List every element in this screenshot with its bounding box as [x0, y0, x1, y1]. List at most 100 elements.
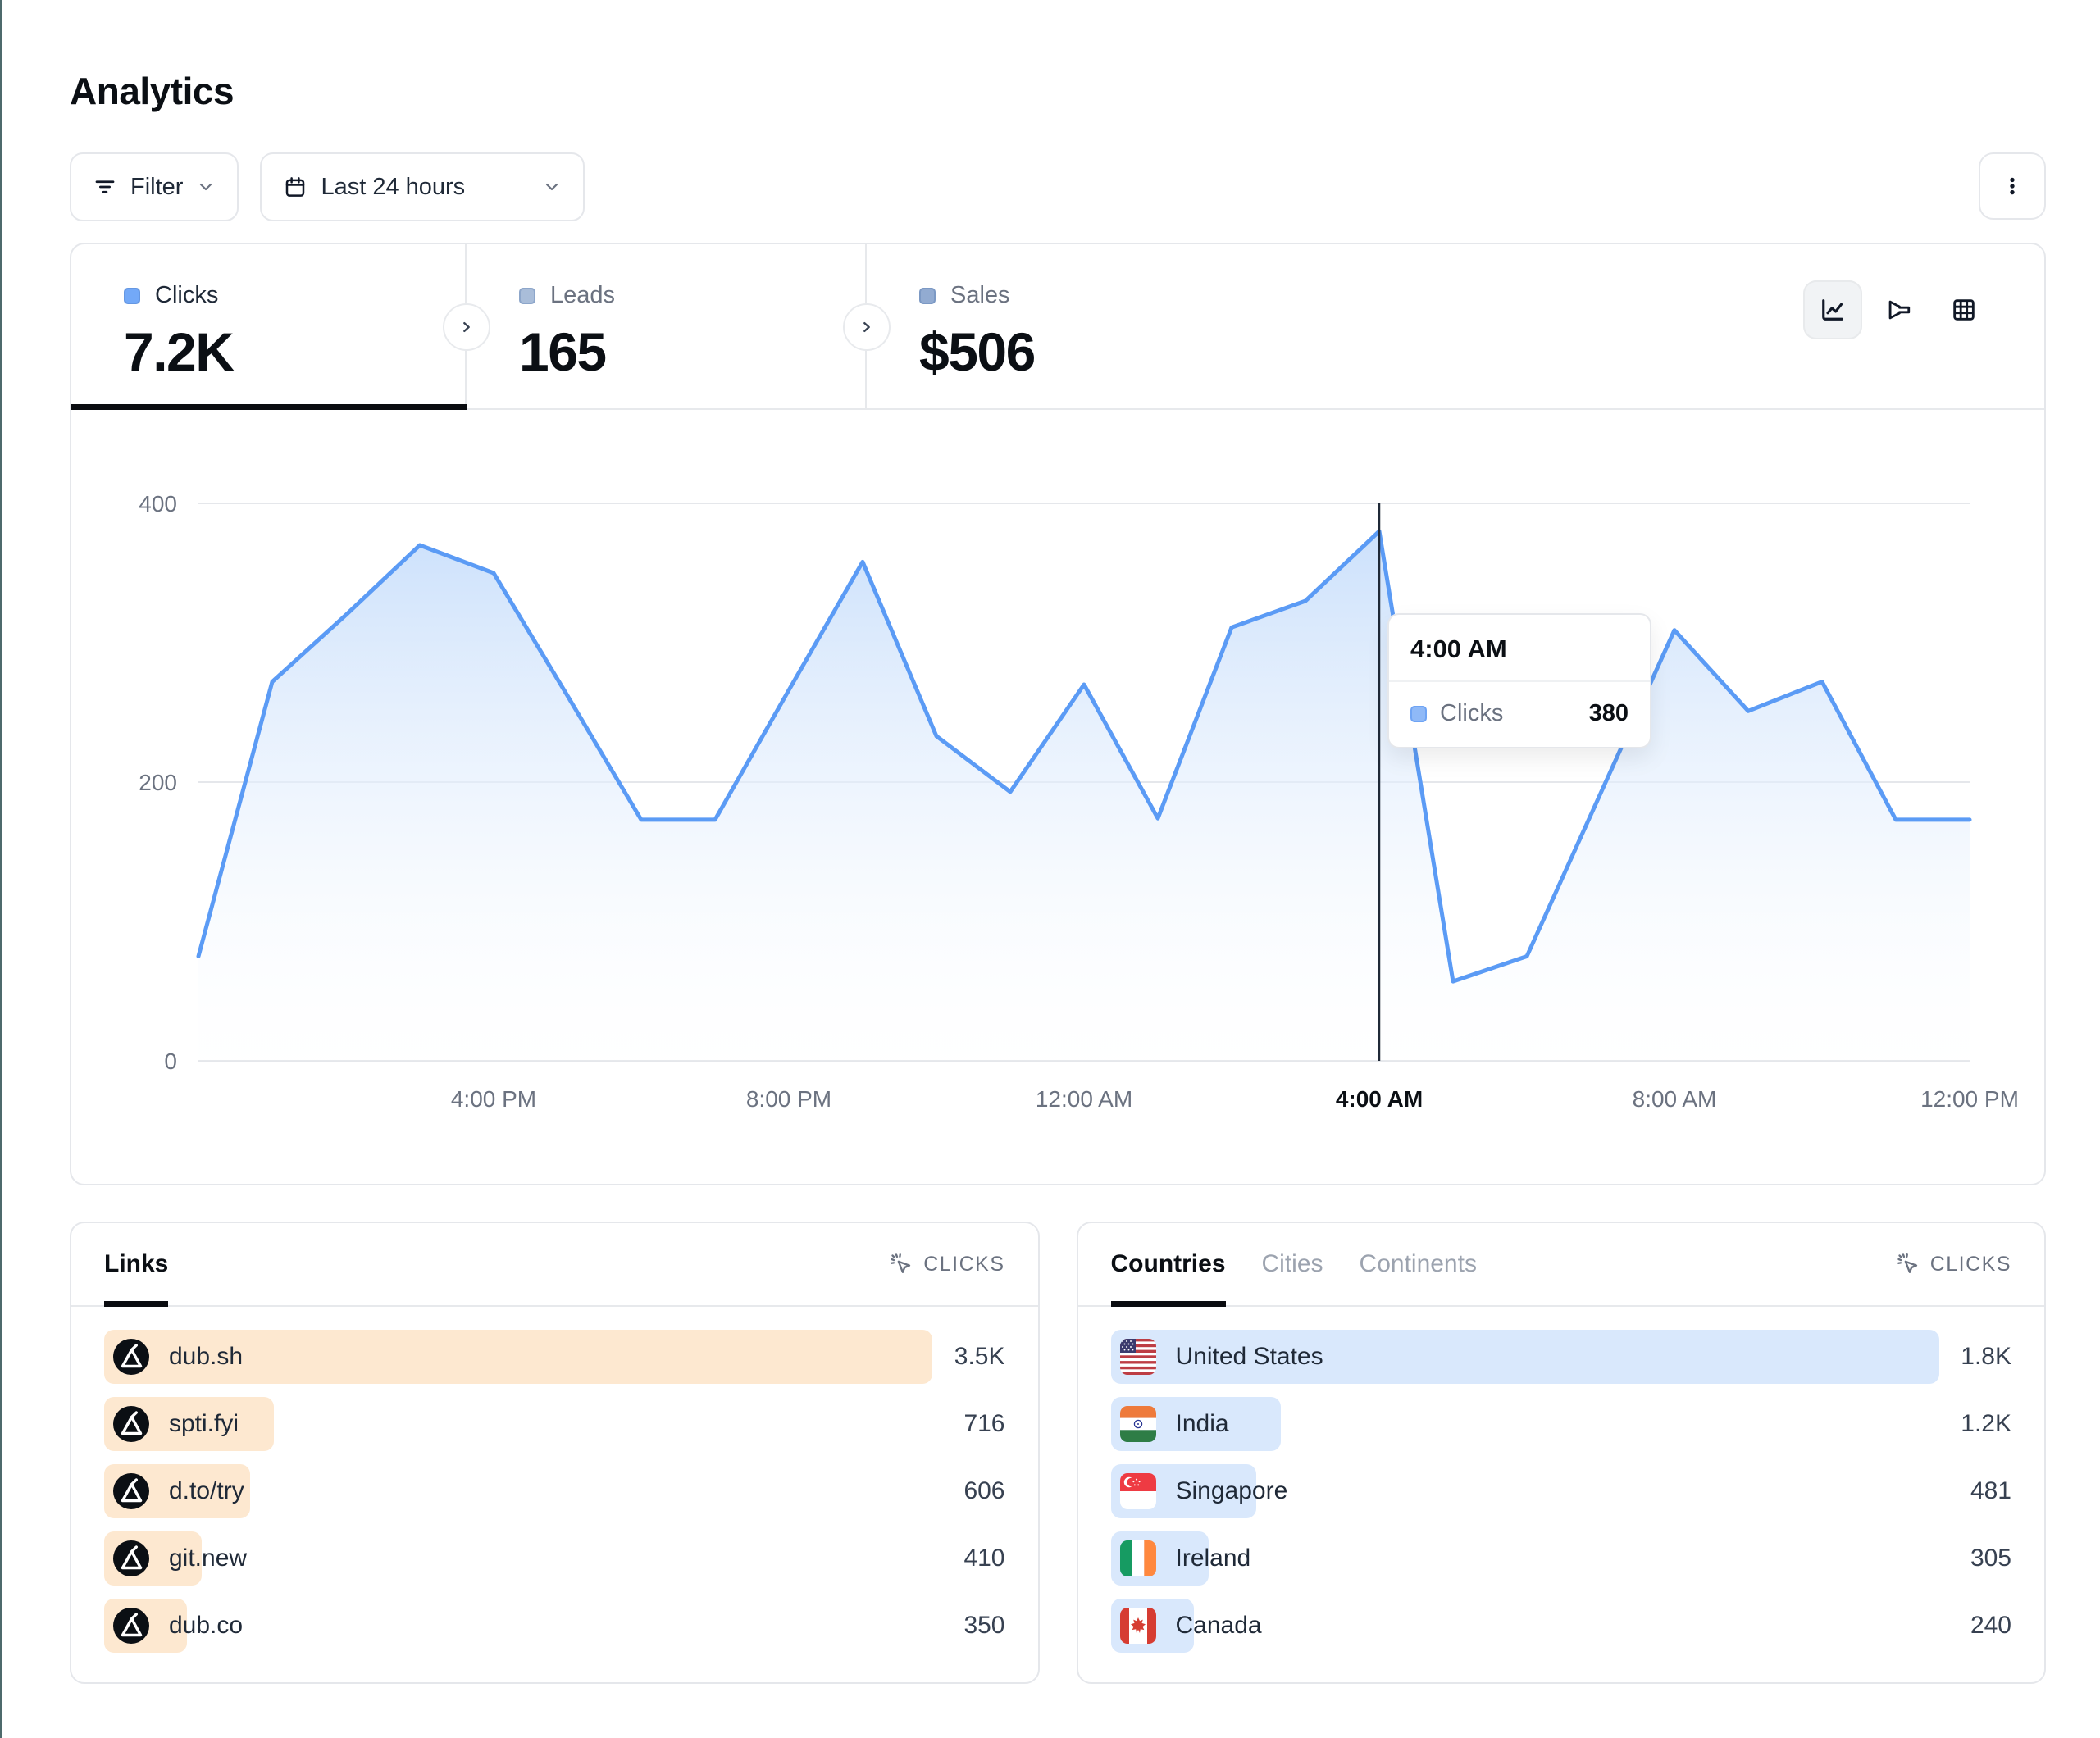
dub-logo-icon [113, 1540, 149, 1576]
country-row[interactable]: United States 1.8K [1110, 1330, 2011, 1384]
item-icon [113, 1473, 149, 1509]
x-axis-tick: 8:00 AM [1633, 1086, 1717, 1112]
y-axis-tick: 200 [139, 770, 177, 795]
countries-list: United States 1.8K India 1.2K Singapore … [1078, 1307, 2045, 1653]
more-options-button[interactable] [1979, 152, 2046, 220]
item-value: 481 [1970, 1477, 2011, 1504]
clicks-area-chart: 0 200 400 4:00 PM 8:00 PM 12:00 AM 4:00 AM 8:00… [139, 491, 2019, 1112]
item-value: 1.2K [1961, 1410, 2011, 1437]
item-name: Ireland [1175, 1545, 1251, 1572]
page-title: Analytics [70, 70, 235, 112]
tab-links-label: Links [104, 1250, 169, 1277]
tab-clicks[interactable]: Clicks 7.2K [71, 244, 467, 408]
leads-series-swatch [519, 287, 535, 304]
item-value: 606 [963, 1477, 1005, 1504]
tab-leads[interactable]: Leads 165 [467, 244, 867, 408]
item-value: 350 [963, 1612, 1005, 1639]
links-panel-header: Links CLICKS [71, 1223, 1038, 1307]
table-grid-icon [1953, 299, 1975, 321]
dub-logo-icon [113, 1608, 149, 1644]
date-range-button[interactable]: Last 24 hours [260, 152, 585, 221]
canada-flag-icon [1119, 1608, 1156, 1644]
item-name: Singapore [1175, 1477, 1288, 1504]
expand-leads-button[interactable] [843, 303, 891, 351]
country-row[interactable]: Canada 240 [1110, 1599, 2011, 1653]
x-axis-tick: 8:00 PM [746, 1086, 831, 1112]
link-row[interactable]: spti.fyi 716 [104, 1397, 1005, 1451]
item-name: Canada [1175, 1612, 1262, 1639]
item-icon [1119, 1540, 1156, 1576]
item-icon [113, 1540, 149, 1576]
sales-series-swatch [919, 287, 936, 304]
tab-continents[interactable]: Continents [1360, 1223, 1477, 1305]
tooltip-series-value: 380 [1588, 700, 1629, 726]
expand-clicks-button[interactable] [443, 303, 490, 351]
country-row[interactable]: Singapore 481 [1110, 1464, 2011, 1518]
link-row[interactable]: dub.co 350 [104, 1599, 1005, 1653]
item-value: 410 [963, 1545, 1005, 1572]
india-flag-icon [1119, 1406, 1156, 1442]
item-name: spti.fyi [169, 1410, 239, 1437]
item-value: 305 [1970, 1545, 2011, 1572]
item-icon [1119, 1473, 1156, 1509]
line-chart-toggle-button[interactable] [1803, 280, 1862, 339]
cursor-click-icon [1897, 1253, 1917, 1273]
chevron-down-icon [546, 183, 558, 191]
cursor-click-icon [891, 1253, 911, 1273]
tab-links[interactable]: Links [104, 1223, 169, 1307]
dub-logo-icon [113, 1473, 149, 1509]
item-name: dub.sh [169, 1343, 244, 1370]
countries-panel-header: Countries Cities Continents CLICKS [1077, 1223, 2044, 1307]
calendar-icon [286, 177, 305, 197]
item-icon [113, 1608, 149, 1644]
tab-cities[interactable]: Cities [1262, 1223, 1323, 1305]
line-chart-icon [1822, 299, 1843, 321]
link-row[interactable]: d.to/try 606 [104, 1464, 1005, 1518]
toolbar: Filter Last 24 hours [70, 152, 2046, 221]
filter-button[interactable]: Filter [70, 152, 239, 221]
tab-sales[interactable]: Sales $506 [867, 244, 2044, 408]
country-row[interactable]: India 1.2K [1110, 1397, 2011, 1451]
tab-clicks-value: 7.2K [124, 321, 235, 382]
chart-type-toggle [1803, 280, 1993, 339]
item-value: 716 [963, 1410, 1005, 1437]
clicks-series-swatch [124, 287, 140, 304]
x-axis-tick: 12:00 PM [1920, 1086, 2019, 1112]
analytics-chart-card: Clicks 7.2K Leads 165 Sales $506 [70, 243, 2046, 1185]
tooltip-series-label: Clicks [1440, 700, 1504, 726]
tooltip-divider [1389, 680, 1650, 682]
chart-area[interactable]: 0 200 400 4:00 PM 8:00 PM 12:00 AM 4:00 AM 8:00… [71, 410, 2044, 1184]
tab-leads-label: Leads [550, 282, 616, 308]
x-axis-tick: 12:00 AM [1036, 1086, 1132, 1112]
country-row[interactable]: Ireland 305 [1110, 1531, 2011, 1586]
funnel-chart-toggle-button[interactable] [1869, 280, 1928, 339]
link-row[interactable]: git.new 410 [104, 1531, 1005, 1586]
link-row[interactable]: dub.sh 3.5K [104, 1330, 1005, 1384]
chart-tooltip: 4:00 AM Clicks 380 [1387, 613, 1651, 748]
metric-tabs: Clicks 7.2K Leads 165 Sales $506 [71, 244, 2044, 410]
item-name: d.to/try [169, 1477, 244, 1504]
clicks-line [196, 529, 1972, 984]
item-icon [113, 1406, 149, 1442]
item-icon [1119, 1406, 1156, 1442]
funnel-chart-icon [1888, 300, 1911, 320]
us-flag-icon [1119, 1339, 1156, 1375]
tooltip-series-row: Clicks 380 [1410, 700, 1629, 727]
tooltip-time: 4:00 AM [1410, 635, 1507, 663]
links-clicks-metric-label: CLICKS [923, 1252, 1005, 1276]
value-bar [1110, 1330, 1939, 1384]
value-bar [104, 1330, 932, 1384]
countries-clicks-metric-button[interactable]: CLICKS [1896, 1252, 2011, 1276]
active-tab-underline [71, 404, 467, 410]
tab-leads-value: 165 [519, 321, 607, 382]
kebab-menu-icon [2010, 177, 2015, 195]
item-value: 3.5K [954, 1343, 1005, 1370]
links-clicks-metric-button[interactable]: CLICKS [889, 1252, 1004, 1276]
y-axis-tick: 0 [164, 1049, 177, 1074]
tab-countries[interactable]: Countries [1110, 1223, 1226, 1307]
item-name: dub.co [169, 1612, 244, 1639]
table-view-toggle-button[interactable] [1934, 280, 1993, 339]
analytics-page: Analytics Filter Last 24 hours Clicks 7.… [70, 0, 2046, 1684]
breakdown-panels: Links CLICKS dub.sh 3.5K spti.fyi 716 [70, 1222, 2046, 1684]
item-value: 1.8K [1961, 1343, 2011, 1370]
